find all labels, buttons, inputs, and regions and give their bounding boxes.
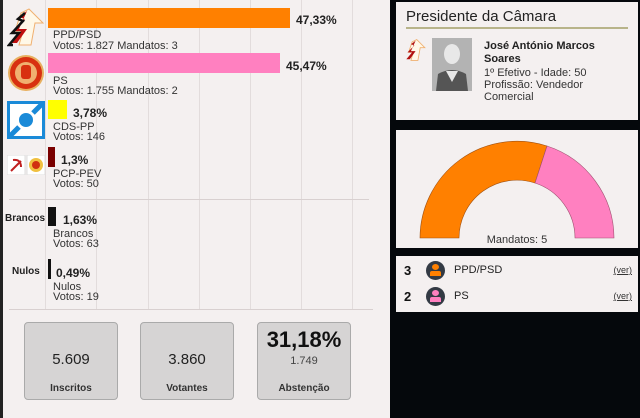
grid-line [148,0,149,310]
party-votes: Votos: 1.827 Mandatos: 3 [53,40,178,52]
bar-brancos [48,207,56,226]
grid-line [96,0,97,310]
mandatos-label: Mandatos: 5 [486,234,548,246]
separator-line [9,199,369,200]
ppd-psd-logo-icon [406,39,426,61]
bar-ps [48,53,280,73]
ps-logo-icon [8,55,44,91]
separator-line [9,309,373,310]
president-title: Presidente da Câmara [406,8,557,25]
votantes-value: 3.860 [168,351,206,368]
president-line2: Profissão: Vendedor Comercial [484,79,584,103]
grid-line [250,0,251,310]
pct-cds-pp: 3,78% [73,106,108,120]
pct-pcp-pev: 1,3% [61,153,89,167]
seat-count: 2 [404,289,412,304]
abstencao-label: Abstenção [278,383,330,394]
legend-row-ppd-psd: 3 PPD/PSD (ver) [396,260,638,282]
grid-line [199,0,200,310]
side-label: Brancos [5,213,46,224]
party-votes: Votos: 1.755 Mandatos: 2 [53,85,178,97]
hemicycle-chart [419,140,615,239]
person-icon [426,287,445,306]
pct-ppd-psd: 47,33% [296,13,337,27]
bar-cds-pp [48,100,67,119]
pcp-pev-logo-icon [7,155,45,175]
party-name: CDS-PP [53,121,95,133]
cds-pp-logo-icon [7,101,45,139]
grid-line [352,0,353,310]
inscritos-value: 5.609 [52,351,90,368]
grid-line [45,0,46,310]
grid-line [301,0,302,310]
stat-abstencao: 31,18% 1.749 Abstenção [257,322,351,400]
abstencao-value: 1.749 [290,355,318,367]
stat-votantes: 3.860 Votantes [140,322,234,400]
president-line1: 1º Efetivo - Idade: 50 [484,67,587,79]
side-label: Nulos [12,266,40,277]
stat-inscritos: 5.609 Inscritos [24,322,118,400]
party-votes: Votos: 146 [53,131,105,143]
hemicycle-panel: Mandatos: 5 [396,130,638,248]
legend-party: PS [454,290,469,302]
title-rule [406,27,628,29]
legend-row-ps: 2 PS (ver) [396,286,638,308]
votantes-label: Votantes [166,383,208,394]
seat-count: 3 [404,263,412,278]
bar-pcp-pev [48,147,55,167]
inscritos-label: Inscritos [50,383,92,394]
pct-brancos: 1,63% [63,213,98,227]
abstencao-pct: 31,18% [266,327,342,352]
party-name: PCP-PEV [53,168,102,180]
pct-nulos: 0,49% [56,266,91,280]
president-panel: Presidente da Câmara José António Marcos… [396,2,638,120]
pct-ps: 45,47% [286,59,327,73]
party-votes: Votos: 50 [53,178,99,190]
ppd-psd-logo-icon [7,8,45,47]
president-photo [432,38,472,91]
bar-ppd-psd [48,8,290,28]
others-votes: Votos: 19 [53,291,99,303]
president-name: José António Marcos Soares [484,40,595,65]
ver-link[interactable]: (ver) [613,291,633,301]
legend-party: PPD/PSD [454,264,503,276]
others-name: Brancos [53,228,94,240]
others-name: Nulos [53,281,82,293]
seats-legend: 3 PPD/PSD (ver) 2 PS (ver) [396,256,638,312]
others-votes: Votos: 63 [53,238,99,250]
results-panel: 47,33% PPD/PSD Votos: 1.827 Mandatos: 3 … [0,0,390,418]
party-name: PPD/PSD [53,29,102,41]
bar-nulos [48,259,51,279]
person-icon [426,261,445,280]
party-name: PS [53,75,68,87]
person-silhouette-icon [432,38,472,91]
ver-link[interactable]: (ver) [613,265,633,275]
